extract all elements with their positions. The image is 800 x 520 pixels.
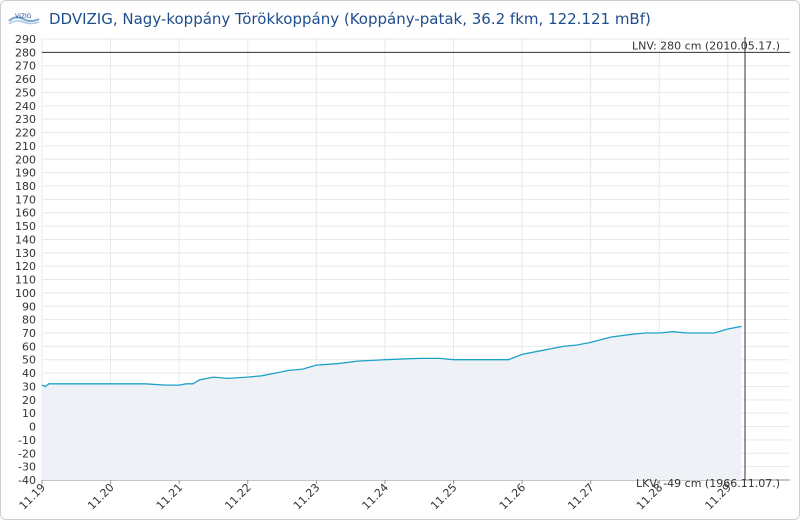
y-tick-label: 100 xyxy=(15,287,36,300)
y-tick-label: 30 xyxy=(22,380,36,393)
y-tick-label: 110 xyxy=(15,274,36,287)
plot-area xyxy=(41,325,742,480)
y-tick-label: 50 xyxy=(22,354,36,367)
lkv-label: LKV: -49 cm (1966.11.07.) xyxy=(636,477,780,490)
y-tick-label: 160 xyxy=(15,207,36,220)
y-tick-label: -20 xyxy=(18,447,36,460)
y-tick-label: 140 xyxy=(15,233,36,246)
y-tick-label: 190 xyxy=(15,167,36,180)
lnv-label: LNV: 280 cm (2010.05.17.) xyxy=(632,39,780,52)
x-tick-label: 11.23 xyxy=(291,481,322,512)
y-tick-label: -10 xyxy=(18,434,36,447)
x-tick-label: 11.27 xyxy=(565,481,596,512)
x-tick-label: 11.22 xyxy=(222,481,253,512)
y-tick-label: 200 xyxy=(15,153,36,166)
y-tick-label: 70 xyxy=(22,327,36,340)
y-tick-label: 210 xyxy=(15,140,36,153)
y-tick-label: 120 xyxy=(15,260,36,273)
y-tick-label: 240 xyxy=(15,100,36,113)
y-tick-label: 20 xyxy=(22,394,36,407)
x-tick-label: 11.20 xyxy=(85,481,116,512)
y-tick-label: 90 xyxy=(22,300,36,313)
y-tick-label: 290 xyxy=(15,33,36,46)
y-axis: -40-30-20-100102030405060708090100110120… xyxy=(15,33,36,487)
chart-title: DDVIZIG, Nagy-koppány Törökkoppány (Kopp… xyxy=(49,10,651,28)
x-tick-label: 11.25 xyxy=(428,481,459,512)
chart-header: VIZIG DDVIZIG, Nagy-koppány Törökkoppány… xyxy=(1,1,799,37)
y-tick-label: 260 xyxy=(15,73,36,86)
water-level-line xyxy=(41,325,742,388)
y-tick-label: 270 xyxy=(15,60,36,73)
x-tick-label: 11.26 xyxy=(497,481,528,512)
y-tick-label: -40 xyxy=(18,474,36,487)
x-tick-label: 11.24 xyxy=(360,481,391,512)
y-tick-label: 280 xyxy=(15,46,36,59)
y-tick-label: 60 xyxy=(22,340,36,353)
water-level-area xyxy=(42,326,742,480)
y-tick-label: 220 xyxy=(15,127,36,140)
x-tick-label: 11.21 xyxy=(154,481,185,512)
y-tick-label: 130 xyxy=(15,247,36,260)
y-tick-label: 40 xyxy=(22,367,36,380)
y-tick-label: 80 xyxy=(22,314,36,327)
vizig-logo-icon: VIZIG xyxy=(8,13,40,25)
logo-text: VIZIG xyxy=(15,13,32,20)
y-tick-label: 230 xyxy=(15,113,36,126)
y-tick-label: 150 xyxy=(15,220,36,233)
y-tick-label: 170 xyxy=(15,193,36,206)
y-tick-label: 250 xyxy=(15,86,36,99)
y-tick-label: 10 xyxy=(22,407,36,420)
y-tick-label: -30 xyxy=(18,461,36,474)
y-tick-label: 0 xyxy=(29,421,36,434)
y-tick-label: 180 xyxy=(15,180,36,193)
